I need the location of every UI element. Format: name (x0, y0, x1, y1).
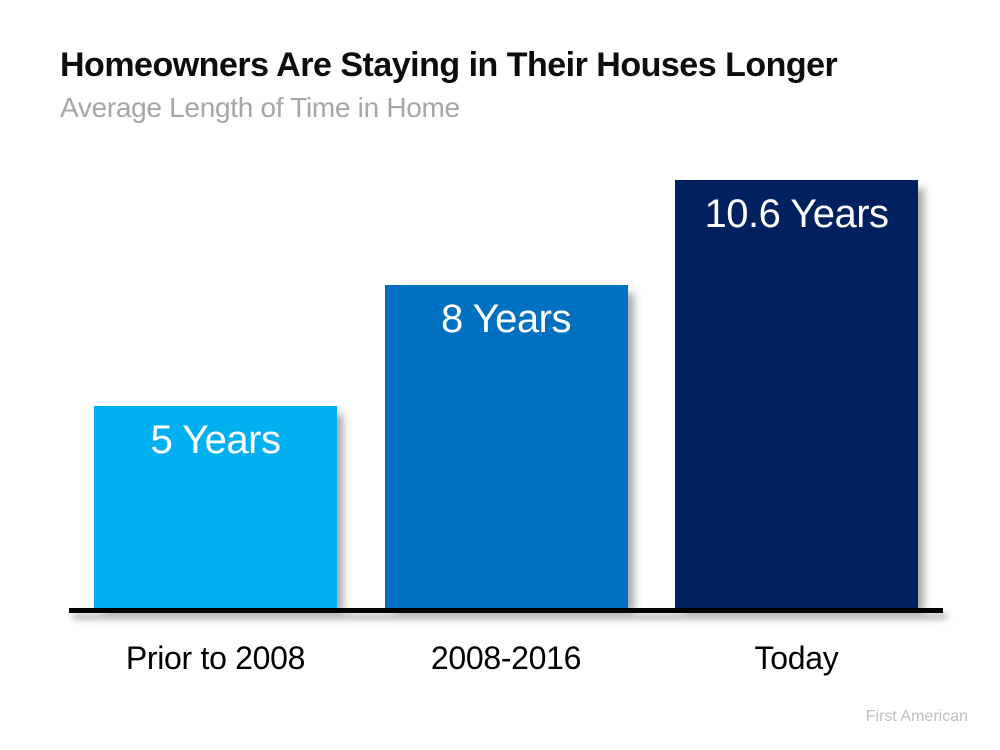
category-labels-row: Prior to 2008 2008-2016 Today (94, 640, 918, 677)
source-attribution: First American (865, 708, 968, 725)
category-label-prior-to-2008: Prior to 2008 (125, 640, 306, 676)
chart-title: Homeowners Are Staying in Their Houses L… (60, 46, 838, 84)
bar-prior-to-2008: 5 Years (94, 406, 337, 608)
bar-value-label: 10.6 Years (704, 192, 889, 236)
category-label-2008-2016: 2008-2016 (430, 640, 582, 676)
bar-value-label: 8 Years (441, 297, 571, 341)
bar-value-label: 5 Years (150, 418, 281, 462)
x-axis-line (69, 608, 943, 613)
category-label-today: Today (754, 640, 839, 676)
bar-today: 10.6 Years (675, 180, 918, 608)
chart-subtitle: Average Length of Time in Home (60, 92, 460, 123)
bar-2008-2016: 8 Years (384, 285, 628, 608)
bar-chart-plot-area: 5 Years 8 Years 10.6 Years (94, 180, 918, 608)
